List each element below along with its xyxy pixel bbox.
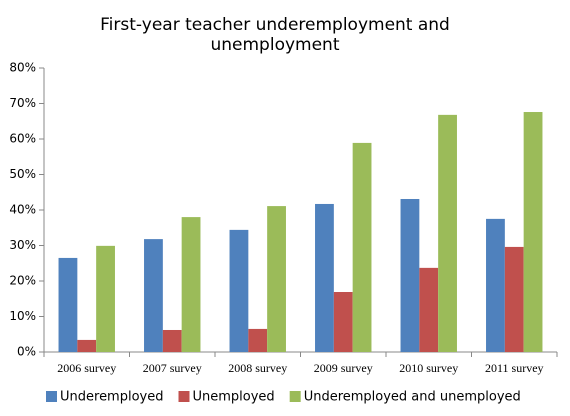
bar: [248, 328, 268, 352]
y-tick-label: 50%: [9, 167, 36, 181]
bar: [315, 203, 334, 352]
x-tick-label: 2010 survey: [399, 361, 458, 375]
x-tick-label: 2006 survey: [57, 361, 116, 375]
legend-swatch: [46, 391, 57, 402]
y-tick-label: 30%: [9, 238, 36, 252]
chart-title: First-year teacher underemployment and u…: [100, 15, 450, 55]
y-tick-label: 80%: [9, 61, 36, 75]
bar: [58, 257, 78, 352]
legend-swatch: [289, 391, 301, 402]
y-tick-label: 0%: [17, 345, 36, 359]
legend-swatch: [178, 391, 190, 402]
y-tick-label: 70%: [9, 96, 36, 110]
x-tick-label: 2011 survey: [485, 361, 544, 375]
bar: [333, 292, 353, 352]
x-tick-label: 2009 survey: [314, 361, 373, 375]
bar: [352, 142, 372, 352]
y-tick-label: 40%: [9, 203, 36, 217]
bar: [77, 339, 97, 352]
bar: [267, 206, 286, 352]
bar: [229, 229, 249, 352]
x-tick-label: 2008 survey: [228, 361, 287, 375]
bar: [400, 198, 420, 352]
y-tick-label: 10%: [9, 309, 36, 323]
bar: [144, 239, 163, 352]
y-tick-label: 20%: [9, 274, 36, 288]
x-tick-label: 2007 survey: [143, 361, 202, 375]
bar: [486, 218, 505, 352]
bar: [181, 217, 201, 352]
bar: [438, 114, 457, 352]
bar: [523, 112, 543, 353]
bar: [504, 246, 524, 352]
legend-label: Underemployed: [60, 390, 164, 405]
bar: [419, 267, 439, 352]
legend-label: Unemployed: [193, 390, 275, 405]
bar: [96, 245, 115, 352]
bar: [162, 329, 182, 352]
legend-label: Underemployed and unemployed: [304, 390, 521, 405]
y-tick-label: 60%: [9, 132, 36, 146]
